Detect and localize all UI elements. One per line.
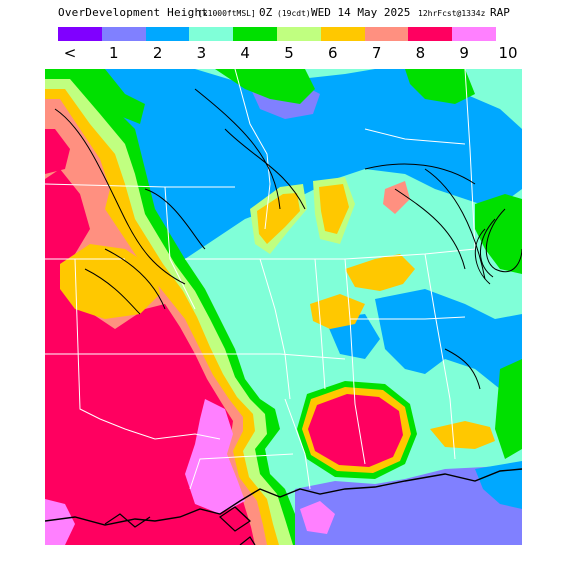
legend-color-bin-2	[145, 27, 190, 41]
field-level-7-east-blob	[383, 181, 410, 214]
legend-tick-0: <	[63, 44, 77, 62]
legend-tick-7: 7	[371, 44, 382, 62]
forecast-label: 12hrFcst@1334z	[418, 9, 486, 18]
legend-tick-9: 9	[459, 44, 469, 62]
legend-color-bin-6	[320, 27, 365, 41]
legend-tick-labels: <1 2 3 4 5 6 7 8 9 10	[0, 44, 568, 62]
field-level-6-central-blob	[310, 294, 365, 329]
legend-tick-8: 8	[415, 44, 426, 62]
legend-tick-3: 3	[196, 44, 207, 62]
valid-date: WED 14 May 2025	[311, 6, 411, 19]
legend-tick-4: 4	[240, 44, 250, 62]
units-label: [x1000ftMSL]	[198, 9, 256, 18]
field-level-2-gulf-east	[475, 461, 522, 509]
legend-color-bin-3	[189, 27, 234, 41]
field-level-4-east	[475, 194, 522, 274]
coastline	[45, 468, 522, 526]
legend-color-bin-9	[452, 27, 496, 41]
legend-color-bin-7	[364, 27, 409, 41]
field-level-4-southeast	[495, 359, 522, 459]
field-level-4-north-c	[405, 69, 475, 104]
legend-tick-6: 6	[328, 44, 338, 62]
legend-tick-1: 1	[109, 44, 119, 62]
legend-color-bin-0	[58, 27, 102, 41]
model-name: RAP	[490, 6, 510, 19]
field-level-9-gulf-west	[45, 499, 75, 545]
legend-tick-2: 2	[152, 44, 163, 62]
valid-local-time: (19cdt)	[277, 9, 311, 18]
field-level-6-north-blobs	[257, 184, 349, 244]
field-level-4-north-b	[215, 69, 315, 104]
product-title: OverDevelopment Height	[58, 6, 209, 19]
field-level-6-west-blob	[60, 244, 160, 319]
field-level-9-gulf-blob	[300, 501, 335, 534]
legend-color-bin-8	[408, 27, 453, 41]
contour-lines	[54, 88, 522, 390]
field-level-2-east	[375, 289, 522, 399]
field-level-2-north	[105, 69, 522, 259]
color-legend	[58, 27, 496, 41]
field-level-6-east-blob	[345, 254, 415, 291]
legend-tick-10: 10	[498, 44, 518, 62]
overdevelopment-height-map	[45, 69, 522, 545]
legend-color-bin-1	[101, 27, 146, 41]
field-level-9-south	[185, 399, 245, 514]
surface-features	[104, 506, 256, 545]
legend-color-bin-4	[233, 27, 277, 41]
legend-color-bin-5	[276, 27, 321, 41]
state-borders	[45, 69, 476, 490]
legend-tick-5: 5	[284, 44, 294, 62]
field-level-6-southeast-blob	[430, 421, 495, 449]
field-level-1-gulf	[295, 464, 522, 545]
field-level-8-south-core	[308, 394, 403, 467]
valid-time: 0Z	[259, 6, 273, 19]
field-level-8-upper-west	[45, 129, 70, 174]
map-title-bar: OverDevelopment Height [x1000ftMSL] 0Z (…	[0, 6, 568, 22]
